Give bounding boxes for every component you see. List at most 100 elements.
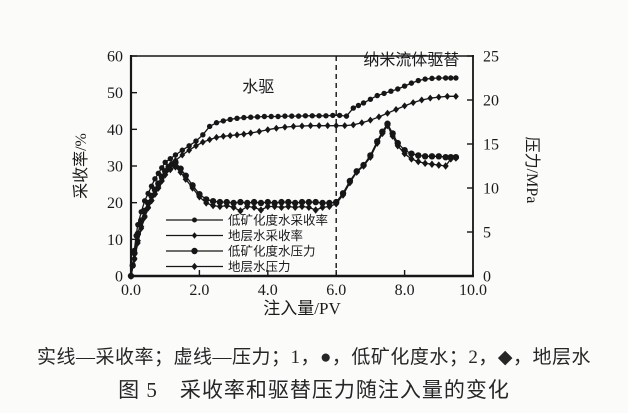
diamond-marker bbox=[172, 163, 179, 171]
x-tick-label: 4.0 bbox=[258, 282, 278, 299]
diamond-marker bbox=[131, 254, 138, 263]
diamond-marker bbox=[333, 122, 340, 130]
diamond-marker bbox=[428, 160, 436, 168]
diamond-marker bbox=[367, 153, 374, 161]
diamond-marker bbox=[251, 203, 258, 212]
circle-marker bbox=[241, 114, 247, 121]
x-axis-title: 注入量/PV bbox=[263, 299, 341, 318]
axis-ticks: 0 10 20 30 40 50 60 0 5 10 15 20 25 0.0 2.0 4.0 6.0 8.0 10… bbox=[107, 49, 499, 300]
y-right-tick-label: 0 bbox=[483, 269, 491, 286]
diamond-marker bbox=[350, 121, 357, 129]
diamond-marker bbox=[453, 92, 459, 100]
circle-marker bbox=[278, 198, 285, 206]
circle-marker bbox=[408, 150, 415, 157]
diamond-marker bbox=[191, 232, 198, 239]
circle-marker bbox=[448, 75, 454, 81]
circle-marker bbox=[191, 247, 198, 255]
circle-marker bbox=[415, 152, 422, 159]
circle-marker bbox=[192, 217, 197, 223]
stage-label: 纳米流体驱替 bbox=[363, 51, 459, 69]
diamond-marker bbox=[285, 202, 292, 211]
circle-marker bbox=[381, 90, 387, 97]
diamond-marker bbox=[237, 207, 244, 215]
diamond-marker bbox=[415, 157, 422, 166]
diamond-marker bbox=[257, 206, 265, 214]
diamond-marker bbox=[452, 154, 459, 162]
diamond-marker bbox=[186, 146, 193, 154]
circle-marker bbox=[421, 153, 429, 160]
circle-marker bbox=[435, 153, 442, 160]
circle-marker bbox=[388, 88, 394, 94]
diamond-marker bbox=[290, 122, 297, 130]
diamond-marker bbox=[341, 122, 348, 130]
diamond-marker bbox=[223, 201, 230, 210]
y-axis-right-title: 压力/MPa bbox=[523, 137, 541, 204]
x-tick-label: 10.0 bbox=[459, 282, 487, 299]
circle-marker bbox=[319, 199, 326, 207]
circle-marker bbox=[343, 113, 350, 119]
diamond-marker bbox=[435, 93, 442, 101]
diamond-marker bbox=[353, 168, 360, 176]
diamond-marker bbox=[367, 116, 374, 124]
y-left-tick-label: 10 bbox=[107, 232, 123, 249]
circle-marker bbox=[264, 198, 271, 206]
circle-marker bbox=[305, 198, 313, 206]
legend-label: 低矿化度水采收率 bbox=[228, 213, 328, 228]
circle-marker bbox=[367, 96, 374, 102]
series-formation-water-pressure bbox=[127, 121, 459, 280]
diamond-marker bbox=[278, 203, 285, 212]
diamond-marker bbox=[234, 131, 240, 139]
circle-marker bbox=[152, 176, 158, 182]
circle-marker bbox=[172, 152, 179, 158]
circle-marker bbox=[350, 105, 356, 111]
circle-marker bbox=[453, 75, 459, 81]
circle-marker bbox=[302, 113, 309, 119]
diamond-marker bbox=[384, 121, 391, 130]
circle-marker bbox=[429, 75, 435, 82]
circle-marker bbox=[186, 143, 192, 149]
circle-marker bbox=[316, 113, 322, 119]
diamond-marker bbox=[191, 262, 198, 271]
circle-marker bbox=[216, 198, 224, 206]
diamond-marker bbox=[206, 136, 213, 144]
diamond-marker bbox=[384, 109, 391, 117]
y-axis-left-title: 采收率/% bbox=[72, 133, 90, 199]
chart-svg: 0 10 20 30 40 50 60 0 5 10 15 20 25 0.0 2.0 4.0 6.0 8.0 10… bbox=[72, 49, 541, 319]
x-tick-label: 2.0 bbox=[189, 282, 209, 299]
circle-marker bbox=[309, 113, 315, 119]
diamond-marker bbox=[148, 196, 155, 205]
diamond-marker bbox=[326, 202, 333, 211]
circle-marker bbox=[237, 198, 244, 206]
circle-marker bbox=[330, 112, 336, 119]
diamond-marker bbox=[141, 212, 148, 220]
diamond-marker bbox=[360, 162, 367, 170]
circle-marker bbox=[374, 92, 380, 99]
diamond-marker bbox=[376, 113, 382, 121]
diamond-marker bbox=[244, 202, 251, 211]
diamond-marker bbox=[240, 130, 247, 138]
figure-key-line: 实线—采收率；虚线—压力；1，●，低矿化度水；2，◆，地层水 bbox=[36, 347, 592, 368]
circle-marker bbox=[395, 86, 401, 92]
diamond-marker bbox=[418, 96, 425, 104]
circle-marker bbox=[442, 154, 449, 161]
diamond-marker bbox=[227, 132, 234, 140]
circle-marker bbox=[234, 115, 240, 122]
circle-marker bbox=[295, 113, 302, 119]
circle-marker bbox=[248, 114, 254, 120]
diamond-marker bbox=[199, 138, 206, 146]
circle-marker bbox=[179, 147, 185, 153]
diamond-marker bbox=[408, 155, 415, 163]
diamond-marker bbox=[389, 132, 396, 140]
circle-marker bbox=[289, 113, 295, 119]
diamond-marker bbox=[273, 124, 280, 132]
circle-marker bbox=[213, 120, 220, 126]
circle-marker bbox=[220, 118, 227, 124]
diamond-marker bbox=[444, 92, 451, 100]
circle-marker bbox=[408, 80, 415, 86]
circle-marker bbox=[298, 198, 306, 206]
diamond-marker bbox=[298, 202, 306, 211]
diamond-marker bbox=[193, 142, 199, 150]
circle-marker bbox=[436, 75, 442, 81]
